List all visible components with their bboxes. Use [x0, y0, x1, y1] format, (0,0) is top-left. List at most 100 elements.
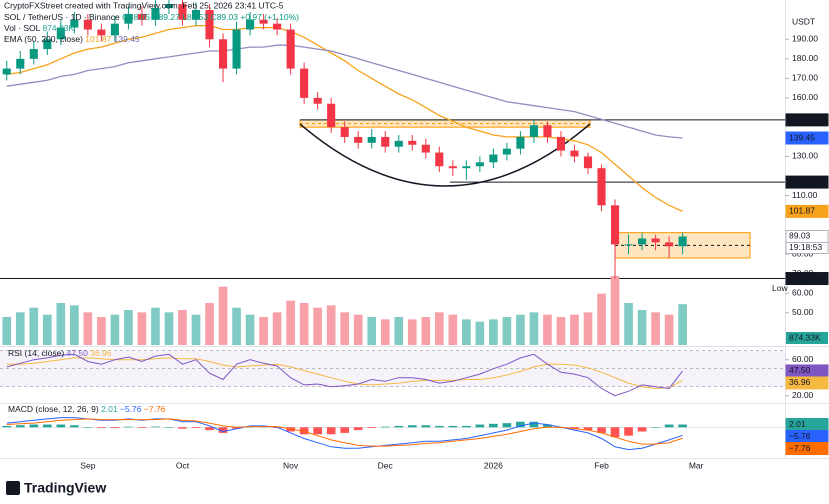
price-label-box [785, 131, 829, 145]
candle-body [246, 19, 255, 30]
volume-bar [2, 317, 12, 345]
candle-body [191, 10, 201, 20]
volume-bar [218, 286, 228, 345]
candle-body [273, 23, 282, 30]
candle-body [408, 140, 417, 145]
macd-value: −5.76 [120, 404, 142, 414]
macd-histogram-bar [97, 427, 106, 429]
macd-histogram-bar [610, 427, 620, 438]
candle-body [610, 205, 620, 245]
candle-body [164, 4, 174, 9]
macd-histogram-bar [191, 427, 201, 429]
candle-body [421, 144, 430, 153]
macd-histogram-bar [218, 427, 228, 433]
volume-bar [70, 305, 79, 345]
macd-histogram-bar [299, 427, 309, 435]
volume-bar [326, 305, 336, 345]
candle-body [381, 136, 390, 147]
volume-bar [15, 312, 25, 345]
volume-bar [29, 307, 39, 345]
ohlc-close: C89.03 [211, 12, 239, 22]
rsi-label: 47.50 [789, 365, 811, 375]
volume-bar [434, 312, 444, 345]
candle-body [56, 27, 65, 40]
volume-bar [191, 314, 201, 345]
volume-bar [529, 312, 539, 345]
credit: CryptoFXStreet created with TradingView.… [4, 0, 284, 10]
candle-body [543, 125, 552, 137]
rsi-legend: RSI (14, close) 47.50 36.96 [8, 348, 112, 358]
logo: TradingView [6, 480, 106, 496]
volume-bar [151, 307, 160, 345]
volume-bar [664, 314, 674, 345]
candle-body [70, 19, 79, 28]
macd-histogram-bar [178, 427, 187, 429]
macd-histogram-bar [124, 426, 133, 428]
cup-arc [299, 123, 591, 187]
macd-histogram-bar [286, 427, 295, 432]
macd-label: −5.76 [789, 431, 811, 441]
candle-body [583, 156, 593, 169]
candle-body [232, 29, 241, 69]
volume-bar [56, 303, 66, 345]
macd-histogram-bar [164, 427, 174, 428]
macd-histogram-bar [462, 425, 471, 428]
rsi-line [6, 353, 683, 397]
macd-histogram-bar [624, 427, 633, 436]
macd-histogram-bar [407, 425, 417, 428]
countdown-box [785, 241, 829, 254]
price-label: 67.50 [789, 273, 811, 283]
macd-signal-value: −7.76 [144, 404, 166, 414]
volume-bar [421, 317, 431, 345]
candle-body [218, 39, 228, 69]
volume-bar [610, 275, 620, 345]
price-label-box [785, 113, 829, 127]
x-tick-label: Dec [378, 460, 394, 470]
candle-body [29, 49, 38, 59]
macd-hist-value: 2.01 [101, 404, 118, 414]
rsi-label: 36.96 [789, 377, 811, 387]
candle-body [300, 68, 309, 98]
candle-body [2, 68, 11, 75]
macd-histogram-bar [380, 426, 390, 428]
macd-histogram-bar [597, 427, 606, 433]
candle-body [448, 166, 457, 169]
macd-histogram-bar [151, 426, 160, 428]
volume-value: 874.33K [42, 23, 74, 33]
candle-body [665, 242, 674, 247]
macd-signal-line [6, 418, 683, 447]
price-label-box [785, 175, 829, 189]
volume-bar [570, 314, 579, 345]
volume-bar [678, 304, 687, 345]
volume-bar [597, 293, 606, 345]
volume-name: Vol · SOL [4, 23, 41, 33]
price-label-box [785, 204, 829, 218]
ema-slow-value: 139.45 [114, 34, 140, 44]
macd-histogram-bar [367, 427, 377, 429]
y-tick-label: 50.00 [792, 307, 814, 317]
rsi-tick-label: 20.00 [792, 390, 814, 400]
rsi-label-box [785, 376, 829, 390]
macd-histogram-bar [570, 427, 579, 429]
volume-bar [286, 300, 295, 345]
candle-body [124, 13, 133, 24]
macd-label: 2.01 [789, 419, 806, 429]
macd-histogram-bar [651, 427, 660, 428]
volume-bar [489, 319, 498, 345]
ema-fast-value: 101.87 [85, 34, 111, 44]
macd-histogram-bar [2, 425, 12, 428]
candle-body [638, 238, 647, 245]
candle-body [462, 166, 471, 169]
macd-histogram-bar [543, 424, 552, 428]
volume-bar [83, 312, 93, 345]
volume-bar [164, 312, 174, 345]
candle-body [151, 8, 160, 20]
macd-histogram-bar [516, 421, 525, 428]
volume-bar [556, 317, 566, 345]
candle-body [624, 244, 633, 246]
macd-histogram-bar [137, 427, 147, 429]
volume-label: 874.33K [789, 332, 821, 342]
macd-histogram-bar [326, 427, 336, 435]
ema-line [6, 44, 683, 139]
